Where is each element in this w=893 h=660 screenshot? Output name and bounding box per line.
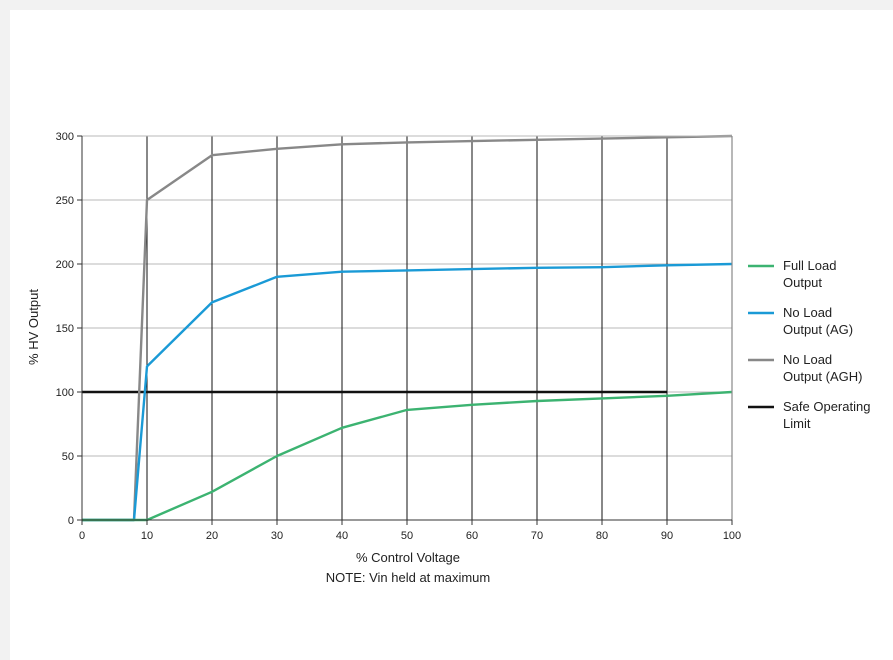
legend-label-1-0: No Load <box>783 305 832 320</box>
line-chart: 0 50 100 150 200 250 300 0 10 20 30 40 50 60 70 80 90 100… <box>10 10 893 660</box>
legend-label-2-1: Output (AGH) <box>783 369 862 384</box>
y-tick-label-200: 200 <box>56 259 74 271</box>
legend-label-3-0: Safe Operating <box>783 399 870 414</box>
legend-label-1-1: Output (AG) <box>783 322 853 337</box>
legend-label-3-1: Limit <box>783 416 811 431</box>
y-tick-label-100: 100 <box>56 387 74 399</box>
x-tick-label-100: 100 <box>723 530 741 542</box>
legend-label-0-0: Full Load <box>783 258 836 273</box>
legend-label-0-1: Output <box>783 275 822 290</box>
x-tick-label-80: 80 <box>596 530 608 542</box>
legend: Full Load Output No Load Output (AG) No Load… <box>748 258 870 431</box>
x-tick-label-50: 50 <box>401 530 413 542</box>
x-tick-label-0: 0 <box>79 530 85 542</box>
x-axis-label: % Control Voltage <box>356 550 460 565</box>
legend-label-2-0: No Load <box>783 352 832 367</box>
x-tick-label-70: 70 <box>531 530 543 542</box>
x-tick-label-60: 60 <box>466 530 478 542</box>
y-tick-label-50: 50 <box>62 451 74 463</box>
grid <box>82 136 732 520</box>
x-tick-label-90: 90 <box>661 530 673 542</box>
y-tick-label-250: 250 <box>56 195 74 207</box>
y-tick-label-0: 0 <box>68 515 74 527</box>
y-tick-label-150: 150 <box>56 323 74 335</box>
x-tick-label-10: 10 <box>141 530 153 542</box>
y-axis-label: % HV Output <box>26 289 41 365</box>
x-tick-label-20: 20 <box>206 530 218 542</box>
chart-note: NOTE: Vin held at maximum <box>326 570 490 585</box>
y-tick-label-300: 300 <box>56 131 74 143</box>
x-tick-label-30: 30 <box>271 530 283 542</box>
chart-card: 0 50 100 150 200 250 300 0 10 20 30 40 50 60 70 80 90 100… <box>10 10 893 660</box>
x-tick-label-40: 40 <box>336 530 348 542</box>
